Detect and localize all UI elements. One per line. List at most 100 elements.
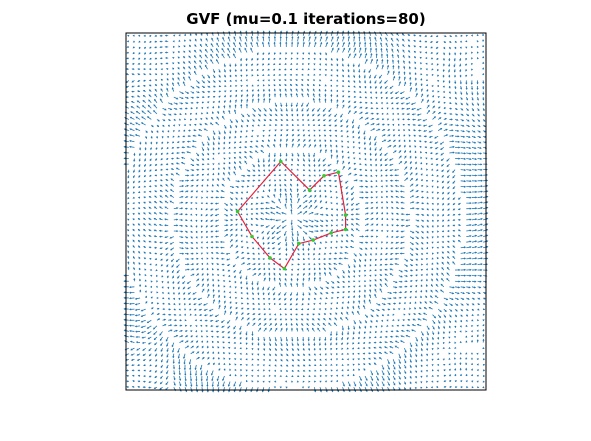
vector-arrow-head: [215, 53, 218, 56]
vector-arrow-head: [207, 158, 210, 161]
vector-arrow-head: [185, 225, 188, 227]
vector-arrow-head: [180, 224, 184, 227]
vector-arrow-head: [240, 125, 243, 128]
vector-arrow-head: [210, 330, 213, 333]
vector-arrow-head: [161, 141, 164, 145]
vector-arrow-head: [200, 246, 203, 249]
vector-arrow-head: [154, 73, 157, 76]
vector-arrow-head: [142, 79, 146, 82]
vector-arrow-head: [222, 378, 225, 382]
vector-arrow-head: [290, 174, 293, 177]
vector-arrow-head: [269, 119, 272, 121]
vector-arrow-head: [217, 162, 220, 165]
vector-arrow-head: [201, 273, 204, 276]
vector-arrow-head: [135, 122, 138, 125]
vector-arrow-head: [154, 376, 157, 379]
vector-arrow-head: [214, 202, 218, 205]
vector-arrow-head: [212, 148, 215, 151]
vector-arrow-head: [195, 112, 198, 115]
vector-arrow-head: [134, 297, 138, 300]
vector-arrow-head: [256, 390, 259, 393]
vector-arrow-head: [330, 79, 333, 82]
vector-arrow-head: [274, 380, 277, 383]
vector-arrow-head: [262, 63, 265, 66]
vector-arrow-head: [170, 324, 173, 327]
vector-arrow-head: [161, 354, 163, 358]
vector-arrow-head: [265, 201, 268, 204]
vector-arrow-head: [166, 355, 169, 358]
vector-arrow-head: [176, 271, 179, 274]
vector-arrow-head: [177, 61, 180, 64]
vector-arrow-head: [302, 129, 305, 132]
vector-arrow-head: [147, 104, 150, 107]
vector-arrow-head: [268, 35, 271, 39]
vector-arrow-head: [211, 267, 214, 271]
vector-arrow-head: [191, 145, 194, 148]
vector-arrow-head: [208, 362, 211, 365]
vector-arrow-head: [154, 84, 157, 87]
vector-arrow-head: [251, 288, 254, 291]
vector-arrow-head: [123, 128, 126, 131]
vector-arrow-head: [189, 368, 192, 371]
vector-arrow-head: [239, 384, 241, 387]
vector-arrow-head: [134, 319, 137, 322]
vector-arrow-head: [131, 62, 135, 65]
vector-arrow-head: [221, 263, 224, 266]
vector-arrow-head: [268, 93, 271, 96]
vector-arrow-head: [188, 55, 191, 58]
vector-arrow-head: [142, 380, 146, 383]
vector-arrow-head: [171, 146, 174, 149]
vector-arrow-head: [123, 134, 126, 137]
vector-arrow-head: [226, 214, 229, 217]
vector-arrow-head: [263, 169, 265, 172]
vector-arrow-head: [222, 274, 225, 277]
vector-arrow-head: [225, 209, 229, 212]
vector-arrow-head: [143, 175, 146, 178]
vector-arrow-head: [206, 345, 209, 348]
vector-arrow-head: [165, 184, 168, 187]
vector-arrow-head: [250, 207, 253, 210]
vector-arrow-head: [155, 274, 158, 277]
vector-arrow-head: [239, 363, 242, 366]
vector-arrow-head: [240, 223, 243, 226]
vector-arrow-head: [164, 230, 167, 233]
vector-arrow-head: [210, 225, 213, 228]
vector-arrow-head: [223, 285, 226, 288]
vector-arrow-head: [267, 63, 270, 66]
vector-arrow-head: [176, 141, 180, 144]
vector-arrow-head: [165, 157, 169, 160]
vector-arrow-head: [258, 268, 261, 271]
vector-arrow-head: [262, 58, 265, 61]
vector-arrow-head: [155, 365, 158, 368]
vector-arrow-head: [239, 276, 242, 280]
vector-arrow-head: [154, 57, 157, 60]
vector-arrow-head: [245, 358, 248, 361]
vector-arrow-head: [148, 229, 151, 232]
vector-arrow-head: [158, 235, 162, 238]
vector-arrow-head: [161, 275, 164, 278]
vector-arrow-head: [262, 374, 265, 377]
vector-arrow-head: [194, 373, 198, 376]
vector-arrow-head: [235, 233, 238, 236]
vector-arrow-head: [242, 262, 246, 265]
vector-arrow-head: [257, 165, 260, 168]
vector-arrow-head: [245, 223, 248, 226]
vector-arrow-head: [204, 314, 207, 317]
vector-arrow-head: [129, 330, 132, 333]
vector-arrow-head: [167, 297, 170, 300]
vector-arrow-head: [181, 201, 184, 204]
vector-arrow-head: [154, 349, 157, 352]
chart-title: GVF (mu=0.1 iterations=80): [186, 10, 425, 28]
vector-arrow-head: [197, 96, 200, 99]
vector-arrow-head: [291, 375, 294, 378]
vector-arrow-head: [233, 171, 236, 174]
vector-arrow-head: [235, 218, 238, 221]
vector-arrow-head: [238, 41, 241, 45]
vector-arrow-head: [170, 329, 173, 332]
vector-arrow-head: [325, 241, 328, 244]
vector-arrow-head: [131, 73, 134, 76]
vector-arrow-head: [302, 119, 305, 122]
vector-arrow-head: [161, 136, 164, 139]
vector-arrow-head: [211, 111, 214, 114]
vector-arrow-head: [182, 61, 185, 64]
